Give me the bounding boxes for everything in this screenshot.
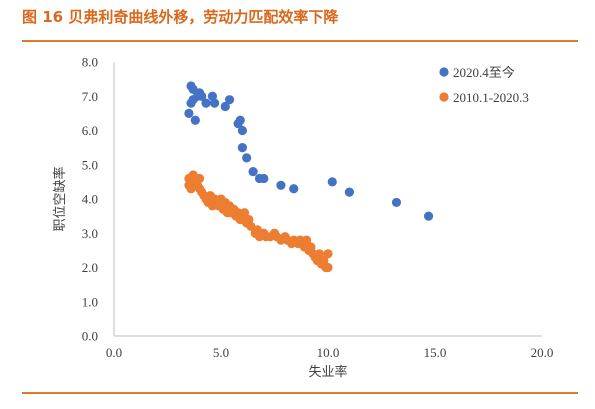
- y-tick-label: 8.0: [82, 55, 98, 70]
- data-point: [190, 115, 200, 125]
- legend: 2020.4至今 2010.1-2020.3: [439, 65, 529, 105]
- x-tick-label: 10.0: [317, 345, 340, 360]
- data-point: [323, 249, 333, 259]
- y-tick-label: 0.0: [82, 329, 98, 344]
- data-point: [184, 108, 194, 118]
- legend-marker: [439, 67, 449, 77]
- data-point: [237, 125, 247, 136]
- data-point: [209, 98, 220, 108]
- data-point: [344, 187, 354, 197]
- axes: [113, 62, 542, 337]
- x-tick-label: 20.0: [531, 345, 554, 360]
- data-point: [289, 184, 299, 194]
- data-point: [391, 197, 402, 208]
- data-point: [295, 235, 305, 245]
- data-point: [197, 91, 207, 101]
- figure-caption: 图 16 贝弗利奇曲线外移，劳动力匹配效率下降: [22, 8, 339, 26]
- data-point: [276, 180, 286, 190]
- legend-marker: [439, 92, 449, 102]
- data-point: [235, 115, 245, 125]
- series-points: [184, 170, 333, 273]
- y-tick-label: 7.0: [82, 89, 98, 104]
- data-point: [423, 211, 434, 221]
- data-point: [242, 153, 252, 163]
- y-tick-label: 2.0: [82, 260, 98, 275]
- data-point: [302, 235, 312, 245]
- data-point: [323, 262, 333, 273]
- data-point: [314, 249, 325, 259]
- legend-label: 2010.1-2020.3: [453, 90, 529, 105]
- data-point: [201, 98, 211, 108]
- data-point: [220, 101, 230, 112]
- y-axis-label: 职位空缺率: [52, 166, 68, 231]
- y-tick-label: 1.0: [82, 294, 98, 309]
- data-point: [195, 173, 205, 184]
- y-tick-label: 6.0: [82, 123, 98, 138]
- data-point: [239, 208, 250, 218]
- x-axis-label: 失业率: [308, 364, 347, 380]
- y-tick-label: 4.0: [82, 192, 98, 207]
- x-tick-label: 15.0: [424, 345, 447, 360]
- data-point: [237, 143, 247, 153]
- x-tick-label: 5.0: [213, 345, 229, 360]
- legend-label: 2020.4至今: [453, 65, 515, 80]
- bottom-rule: [22, 392, 578, 394]
- data-point: [327, 177, 337, 187]
- y-tick-labels: 0.0 1.0 2.0 3.0 4.0 5.0 6.0 7.0 8.0: [82, 55, 98, 344]
- data-point: [224, 95, 235, 105]
- series-points: [184, 81, 434, 221]
- x-tick-labels: 0.0 5.0 10.0 15.0 20.0: [106, 345, 554, 360]
- data-point: [259, 173, 269, 184]
- y-tick-label: 3.0: [82, 226, 98, 241]
- y-tick-label: 5.0: [82, 157, 98, 172]
- x-tick-label: 0.0: [106, 345, 122, 360]
- top-rule: [22, 40, 578, 42]
- data-point: [248, 167, 258, 177]
- data-points: [184, 81, 434, 273]
